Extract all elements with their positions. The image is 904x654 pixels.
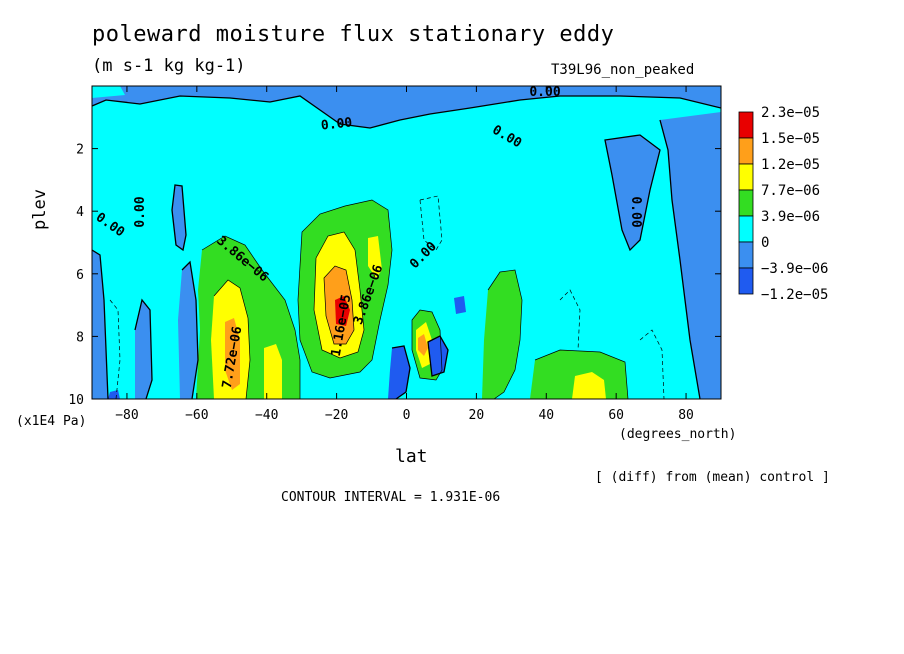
contour-label: 0.00 bbox=[628, 196, 643, 227]
colorbar-swatch bbox=[738, 163, 754, 191]
field-near-zero bbox=[92, 86, 125, 98]
plot-area bbox=[92, 86, 721, 399]
x-tick-label: −60 bbox=[185, 408, 208, 423]
y-axis-unit: (x1E4 Pa) bbox=[16, 414, 87, 429]
y-tick-label: 8 bbox=[76, 330, 84, 345]
x-tick-label: −40 bbox=[255, 408, 278, 423]
x-tick-label: −80 bbox=[115, 408, 138, 423]
field-positive-high bbox=[418, 334, 428, 356]
positive-contours bbox=[201, 199, 629, 399]
chart-units: (m s-1 kg kg-1) bbox=[92, 56, 246, 76]
field-negative-tongue bbox=[605, 135, 660, 250]
colorbar-swatch bbox=[738, 215, 754, 243]
contour-label: 0.00 bbox=[133, 196, 148, 227]
colorbar-label: 2.3e−05 bbox=[761, 105, 820, 121]
y-axis: 2 4 6 8 10 bbox=[68, 143, 721, 408]
colorbar: 2.3e−05 1.5e−05 1.2e−05 7.7e−06 3.9e−06 0 −3.9… bbox=[738, 105, 828, 303]
field-negative-tongue bbox=[178, 262, 198, 399]
contour-label: 0.00 bbox=[529, 85, 560, 100]
field-negative-tongue bbox=[92, 250, 108, 399]
contour-label: 0.00 bbox=[320, 115, 353, 133]
x-tick-label: −20 bbox=[325, 408, 348, 423]
field-positive-mid bbox=[368, 236, 382, 278]
field-negative-tongue bbox=[172, 185, 186, 250]
colorbar-label: 7.7e−06 bbox=[761, 183, 820, 199]
colorbar-label: −3.9e−06 bbox=[761, 261, 828, 277]
x-tick-label: 80 bbox=[678, 408, 694, 423]
colorbar-swatch bbox=[738, 111, 754, 139]
colorbar-swatch bbox=[738, 241, 754, 269]
y-tick-label: 4 bbox=[76, 205, 84, 220]
field-negative-tongue bbox=[135, 300, 152, 399]
x-tick-label: 40 bbox=[538, 408, 554, 423]
x-axis: −80 −60 −40 −20 0 20 40 60 80 bbox=[115, 86, 694, 423]
run-id: T39L96_non_peaked bbox=[551, 62, 695, 78]
field-positive-low bbox=[482, 270, 522, 399]
field-positive-mid bbox=[572, 372, 606, 399]
field-positive-high bbox=[225, 318, 240, 390]
zero-contours bbox=[92, 95, 721, 399]
field-negative-tongue bbox=[660, 112, 721, 399]
field-positive-mid bbox=[264, 344, 282, 399]
colorbar-label: 1.2e−05 bbox=[761, 157, 820, 173]
y-tick-label: 6 bbox=[76, 268, 84, 283]
field-positive-max bbox=[335, 296, 350, 326]
colorbar-label: −1.2e−05 bbox=[761, 287, 828, 303]
field-negative-strong bbox=[454, 296, 466, 314]
x-axis-title: lat bbox=[395, 446, 428, 467]
colorbar-swatch bbox=[738, 267, 754, 295]
chart-title: poleward moisture flux stationary eddy bbox=[92, 22, 615, 47]
contour-interval: CONTOUR INTERVAL = 1.931E-06 bbox=[281, 490, 501, 505]
colorbar-swatch bbox=[738, 137, 754, 165]
colorbar-label: 3.9e−06 bbox=[761, 209, 820, 225]
field-negative-strong bbox=[108, 390, 120, 399]
diff-note: [ (diff) from (mean) control ] bbox=[595, 470, 830, 485]
colorbar-label: 1.5e−05 bbox=[761, 131, 820, 147]
colorbar-label: 0 bbox=[761, 235, 769, 251]
field-negative-strong bbox=[428, 336, 448, 376]
y-axis-title: plev bbox=[30, 189, 50, 230]
y-tick-label: 10 bbox=[68, 393, 84, 408]
negative-contours bbox=[109, 195, 665, 399]
x-tick-label: 20 bbox=[469, 408, 485, 423]
field-negative-strong bbox=[388, 346, 410, 399]
x-axis-unit: (degrees_north) bbox=[619, 427, 737, 442]
y-tick-label: 2 bbox=[76, 143, 84, 158]
colorbar-swatch bbox=[738, 189, 754, 217]
x-tick-label: 0 bbox=[403, 408, 411, 423]
x-tick-label: 60 bbox=[608, 408, 624, 423]
